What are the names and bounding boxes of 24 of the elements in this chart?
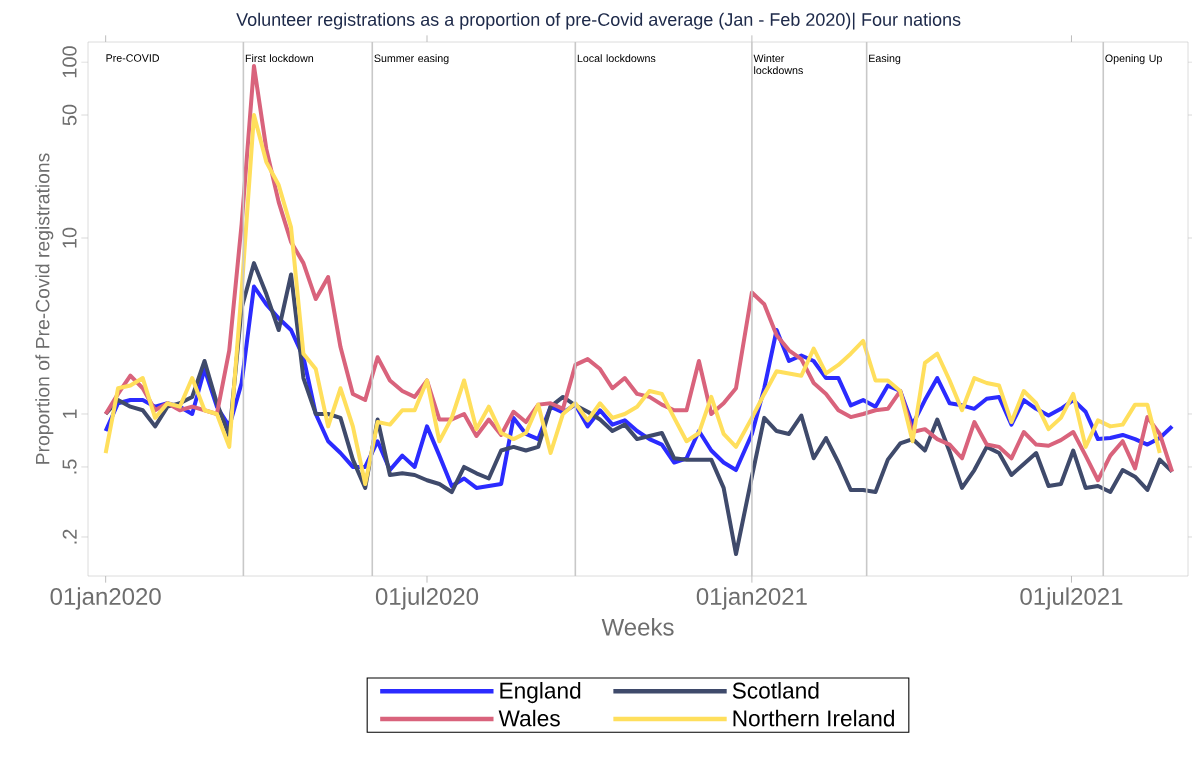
y-tick-label: 50 <box>62 104 77 126</box>
x-tick-label: 01jul2020 <box>375 587 479 610</box>
ref-line-label: Local lockdowns <box>577 54 656 63</box>
legend-label: England <box>500 682 581 704</box>
ref-line-label: First lockdown <box>245 54 314 63</box>
x-axis-title: Weeks <box>601 618 674 636</box>
x-tick-label: 01jan2021 <box>696 587 807 610</box>
y-tick-label: 1 <box>62 409 77 419</box>
x-tick-label: 01jul2021 <box>1020 587 1123 610</box>
legend-label: Northern Ireland <box>733 709 894 727</box>
ref-line-label: Easing <box>869 54 901 65</box>
legend-label: Scotland <box>732 682 819 699</box>
y-tick-label: .2 <box>62 529 77 544</box>
y-axis-title: Proportion of Pre-Covid registrations <box>35 153 54 464</box>
ref-line-label: Summer easing <box>374 54 449 65</box>
legend-label: Wales <box>498 709 560 727</box>
y-tick-label: .5 <box>62 459 77 474</box>
x-tick-label: 01jan2020 <box>50 587 161 610</box>
y-tick-label: 100 <box>62 46 77 78</box>
chart-title: Volunteer registrations as a proportion of pre-Covid average (Jan - Feb 2020)| Four nations <box>236 12 961 30</box>
ref-line-label: Winter lockdowns <box>753 54 803 75</box>
annotation: Pre-COVID <box>106 54 160 62</box>
ref-line-label: Opening Up <box>1105 54 1162 65</box>
y-tick-label: 10 <box>62 227 77 248</box>
